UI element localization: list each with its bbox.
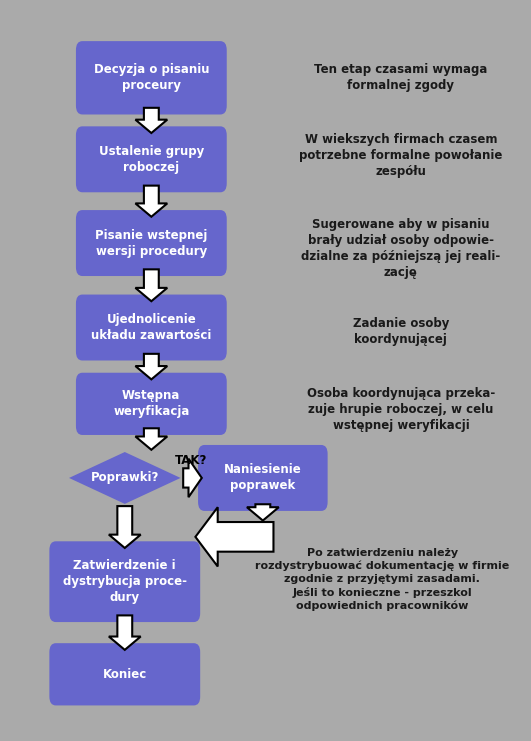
FancyBboxPatch shape (76, 41, 227, 115)
Text: Naniesienie
poprawek: Naniesienie poprawek (224, 463, 302, 493)
FancyBboxPatch shape (76, 210, 227, 276)
FancyBboxPatch shape (76, 294, 227, 360)
Polygon shape (109, 506, 141, 548)
Polygon shape (135, 107, 167, 133)
Text: Po zatwierdzeniu należy
rozdystrybuować dokumentację w firmie
zgodnie z przyjęty: Po zatwierdzeniu należy rozdystrybuować … (255, 548, 509, 611)
Text: Sugerowane aby w pisaniu
brały udział osoby odpowie-
dzialne za późniejszą jej r: Sugerowane aby w pisaniu brały udział os… (301, 218, 501, 279)
FancyBboxPatch shape (198, 445, 328, 511)
FancyBboxPatch shape (49, 643, 200, 705)
FancyBboxPatch shape (76, 127, 227, 192)
Text: Ujednolicenie
układu zawartości: Ujednolicenie układu zawartości (91, 313, 211, 342)
FancyBboxPatch shape (76, 373, 227, 435)
Text: Pisanie wstepnej
wersji procedury: Pisanie wstepnej wersji procedury (95, 228, 208, 258)
Text: Wstępna
weryfikacja: Wstępna weryfikacja (113, 389, 190, 419)
Polygon shape (135, 269, 167, 301)
Polygon shape (195, 507, 273, 566)
Text: Ustalenie grupy
roboczej: Ustalenie grupy roboczej (99, 144, 204, 174)
Polygon shape (183, 459, 202, 497)
Text: W wiekszych firmach czasem
potrzebne formalne powołanie
zespółu: W wiekszych firmach czasem potrzebne for… (299, 133, 503, 178)
Text: Koniec: Koniec (102, 668, 147, 681)
Polygon shape (247, 504, 279, 520)
Text: Osoba koordynująca przeka-
zuje hrupie roboczej, w celu
wstępnej weryfikacji: Osoba koordynująca przeka- zuje hrupie r… (307, 387, 495, 431)
Text: Poprawki?: Poprawki? (91, 471, 159, 485)
Polygon shape (135, 428, 167, 450)
FancyBboxPatch shape (49, 541, 200, 622)
Polygon shape (109, 615, 141, 650)
Polygon shape (69, 452, 181, 504)
Text: Zadanie osoby
koordynującej: Zadanie osoby koordynującej (353, 316, 449, 346)
Text: Decyzja o pisaniu
proceury: Decyzja o pisaniu proceury (93, 63, 209, 93)
Polygon shape (135, 353, 167, 379)
Text: Zatwierdzenie i
dystrybucja proce-
dury: Zatwierdzenie i dystrybucja proce- dury (63, 559, 187, 604)
Text: TAK?: TAK? (175, 454, 207, 468)
Text: Ten etap czasami wymaga
formalnej zgody: Ten etap czasami wymaga formalnej zgody (314, 63, 487, 93)
Polygon shape (135, 186, 167, 216)
